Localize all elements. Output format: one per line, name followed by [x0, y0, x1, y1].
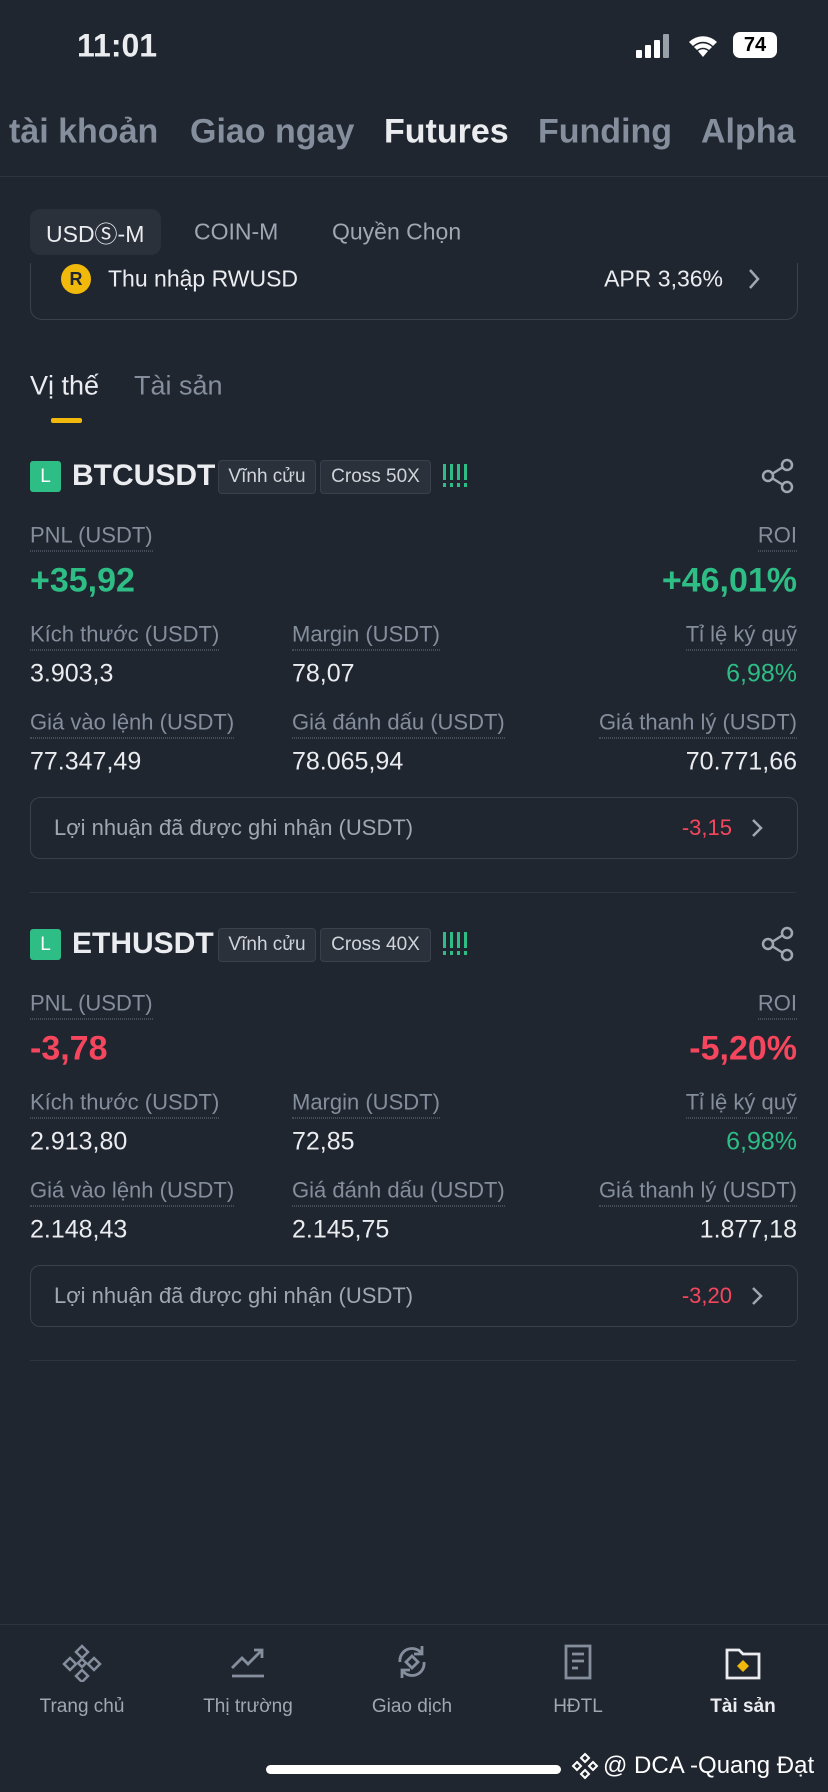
nav-label[interactable]: Tài sản [710, 1696, 776, 1717]
banner-apr: APR 3,36% [604, 265, 723, 292]
field-label: Kích thước (USDT) [30, 622, 220, 651]
field-label: Giá thanh lý (USDT) [598, 710, 797, 739]
top-tab[interactable]: Alpha [701, 112, 796, 151]
field-label: Tỉ lệ ký quỹ [685, 1090, 797, 1119]
field-value: 3.903,3 [30, 659, 114, 688]
nav-icon[interactable] [228, 1642, 268, 1687]
nav-label[interactable]: Thị trường [203, 1696, 293, 1717]
field-label: Giá vào lệnh (USDT) [30, 710, 235, 739]
field-value: 6,98% [726, 659, 797, 688]
roi-value: -5,20% [689, 1029, 797, 1068]
position-tab[interactable]: Tài sản [134, 370, 223, 401]
svg-text:R: R [70, 269, 83, 289]
roi-label: ROI [757, 523, 797, 552]
symbol: ETHUSDT [72, 927, 214, 960]
top-tab[interactable]: Giao ngay [190, 112, 355, 151]
signal-icon [636, 34, 672, 63]
nav-icon[interactable] [558, 1642, 598, 1687]
field-label: Kích thước (USDT) [30, 1090, 220, 1119]
banner[interactable] [30, 263, 798, 320]
field-value: 1.877,18 [699, 1215, 797, 1244]
pnl-label: PNL (USDT) [30, 991, 153, 1020]
realized-row[interactable] [30, 1265, 798, 1327]
field-label: Margin (USDT) [292, 622, 440, 651]
field-label: Giá vào lệnh (USDT) [30, 1178, 235, 1207]
sub-tab[interactable]: USDⓈ-M [46, 221, 145, 247]
status-time: 11:01 [77, 27, 158, 64]
field-value: 2.145,75 [292, 1215, 390, 1244]
divider [30, 892, 796, 893]
top-tab[interactable]: Futures [384, 112, 509, 151]
realized-label: Lợi nhuận đã được ghi nhận (USDT) [54, 1283, 414, 1308]
sub-tab[interactable]: Quyền Chọn [332, 218, 462, 245]
leverage-tag: Cross 40X [320, 928, 431, 962]
side-badge: L [30, 461, 61, 492]
field-value: 72,85 [292, 1127, 355, 1156]
field-value: 78,07 [292, 659, 355, 688]
pnl-label: PNL (USDT) [30, 523, 153, 552]
roi-label: ROI [757, 991, 797, 1020]
divider [30, 1360, 796, 1361]
wifi-icon [686, 32, 720, 63]
realized-value: -3,20 [681, 1283, 732, 1308]
top-tab[interactable]: Funding [538, 112, 673, 151]
field-label: Tỉ lệ ký quỹ [685, 622, 797, 651]
sub-tab[interactable]: COIN-M [194, 218, 279, 245]
nav-label[interactable]: Trang chủ [39, 1696, 125, 1717]
banner-label: Thu nhập RWUSD [108, 265, 299, 292]
position-tab[interactable]: Vị thế [30, 370, 100, 401]
tab-underline [51, 418, 82, 423]
watermark: @ DCA -Quang Đạt [603, 1752, 815, 1779]
field-value: 77.347,49 [30, 747, 142, 776]
nav-label[interactable]: HĐTL [553, 1696, 603, 1717]
share-icon[interactable] [760, 926, 796, 967]
nav-icon[interactable] [62, 1642, 102, 1687]
chevron [750, 817, 764, 844]
realized-value: -3,15 [681, 815, 732, 840]
divider [0, 176, 828, 177]
chevron [750, 1285, 764, 1312]
share-icon[interactable] [760, 458, 796, 499]
field-value: 70.771,66 [685, 747, 797, 776]
side-badge: L [30, 929, 61, 960]
sub-tab-pill [30, 209, 161, 255]
type-tag: Vĩnh cửu [218, 460, 316, 494]
nav-label[interactable]: Giao dịch [371, 1696, 453, 1717]
pnl-value: -3,78 [30, 1029, 108, 1068]
pnl-value: +35,92 [30, 561, 135, 600]
field-value: 2.148,43 [30, 1215, 128, 1244]
home-indicator [266, 1765, 561, 1774]
roi-value: +46,01% [661, 561, 797, 600]
battery: 74 [733, 32, 777, 58]
type-tag: Vĩnh cửu [218, 928, 316, 962]
realized-label: Lợi nhuận đã được ghi nhận (USDT) [54, 815, 414, 840]
realized-row[interactable] [30, 797, 798, 859]
nav-divider [0, 1624, 828, 1625]
field-label: Margin (USDT) [292, 1090, 440, 1119]
nav-icon[interactable] [723, 1642, 763, 1687]
field-label: Giá đánh dấu (USDT) [292, 710, 505, 739]
leverage-tag: Cross 50X [320, 460, 431, 494]
strength-icon [443, 464, 469, 493]
top-tab[interactable]: tài khoản [9, 112, 159, 151]
field-value: 78.065,94 [292, 747, 404, 776]
field-value: 6,98% [726, 1127, 797, 1156]
strength-icon [443, 932, 469, 961]
field-label: Giá thanh lý (USDT) [598, 1178, 797, 1207]
chevron [746, 267, 762, 296]
rwusd-icon: R [60, 263, 92, 300]
nav-icon[interactable] [392, 1642, 432, 1687]
watermark-logo [571, 1752, 599, 1785]
field-value: 2.913,80 [30, 1127, 128, 1156]
symbol: BTCUSDT [72, 459, 216, 492]
field-label: Giá đánh dấu (USDT) [292, 1178, 505, 1207]
